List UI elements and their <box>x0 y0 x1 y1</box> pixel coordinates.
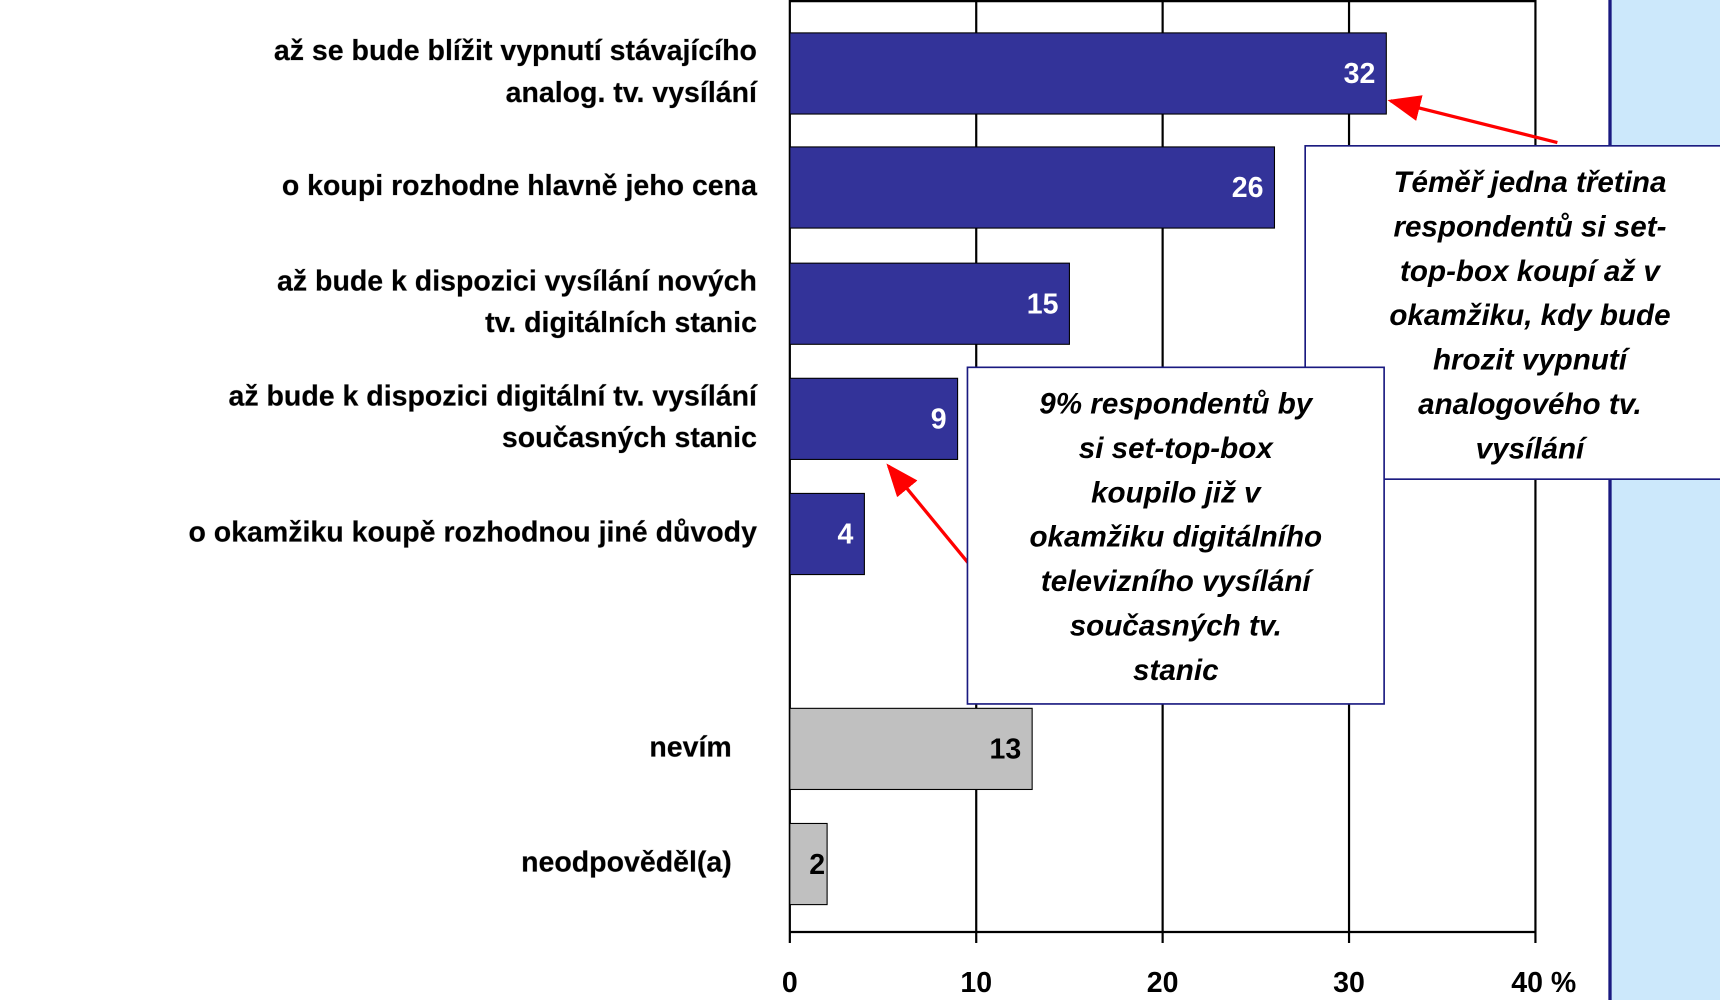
value-label: 26 <box>1232 172 1264 204</box>
x-tick-label: 0 <box>782 967 798 999</box>
bar <box>789 146 1276 229</box>
y-tick-label: až bude k dispozici vysílání nových <box>277 265 757 297</box>
annotation-text: si set-top-box <box>1079 432 1275 465</box>
x-tick-label: 10 <box>960 967 992 999</box>
annotation-text: současných tv. <box>1070 610 1282 643</box>
y-tick-label: až se bude blížit vypnutí stávajícího <box>274 35 757 67</box>
annotation-text: televizního vysílání <box>1041 565 1315 598</box>
x-tick-label: 40 % <box>1511 967 1576 999</box>
annotation-text: okamžiku digitálního <box>1029 521 1322 554</box>
value-label: 15 <box>1027 288 1059 320</box>
y-tick-label: nevím <box>649 731 731 763</box>
annotation-text: stanic <box>1133 654 1219 687</box>
y-tick-label: analog. tv. vysílání <box>506 77 758 109</box>
annotation-arrow <box>1387 95 1558 145</box>
annotation-text: vysílání <box>1476 432 1588 465</box>
value-label: 4 <box>838 519 854 551</box>
annotation-text: okamžiku, kdy bude <box>1389 299 1670 332</box>
annotation-arrow <box>886 463 971 566</box>
y-tick-label: tv. digitálních stanic <box>485 307 757 339</box>
x-tick-label: 20 <box>1147 967 1179 999</box>
annotation-text: respondentů si set- <box>1393 210 1666 243</box>
annotation-text: top-box koupí až v <box>1400 255 1661 288</box>
annotation-text: Téměř jedna třetina <box>1393 166 1666 199</box>
annotation-box <box>966 366 1385 705</box>
annotation-text: koupilo již v <box>1091 476 1262 509</box>
bar <box>789 32 1387 115</box>
bar <box>789 262 1070 345</box>
y-tick-label: až bude k dispozici digitální tv. vysílá… <box>229 381 759 413</box>
y-tick-label: současných stanic <box>502 422 757 454</box>
value-label: 9 <box>931 404 947 436</box>
bar <box>789 377 959 460</box>
bar <box>789 707 1033 791</box>
x-tick-label: 30 <box>1333 967 1365 999</box>
y-tick-label: o koupi rozhodne hlavně jeho cena <box>282 170 758 202</box>
annotation-text: 9% respondentů by <box>1039 388 1314 421</box>
y-tick-label: neodpověděl(a) <box>521 847 732 879</box>
value-label: 13 <box>989 734 1021 766</box>
value-label: 2 <box>809 849 825 881</box>
annotation-text: hrozit vypnutí <box>1433 344 1631 377</box>
annotation-text: analogového tv. <box>1418 388 1642 421</box>
value-label: 32 <box>1344 58 1376 90</box>
bar <box>789 822 828 906</box>
bar <box>789 492 865 576</box>
y-tick-label: o okamžiku koupě rozhodnou jiné důvody <box>188 517 757 549</box>
